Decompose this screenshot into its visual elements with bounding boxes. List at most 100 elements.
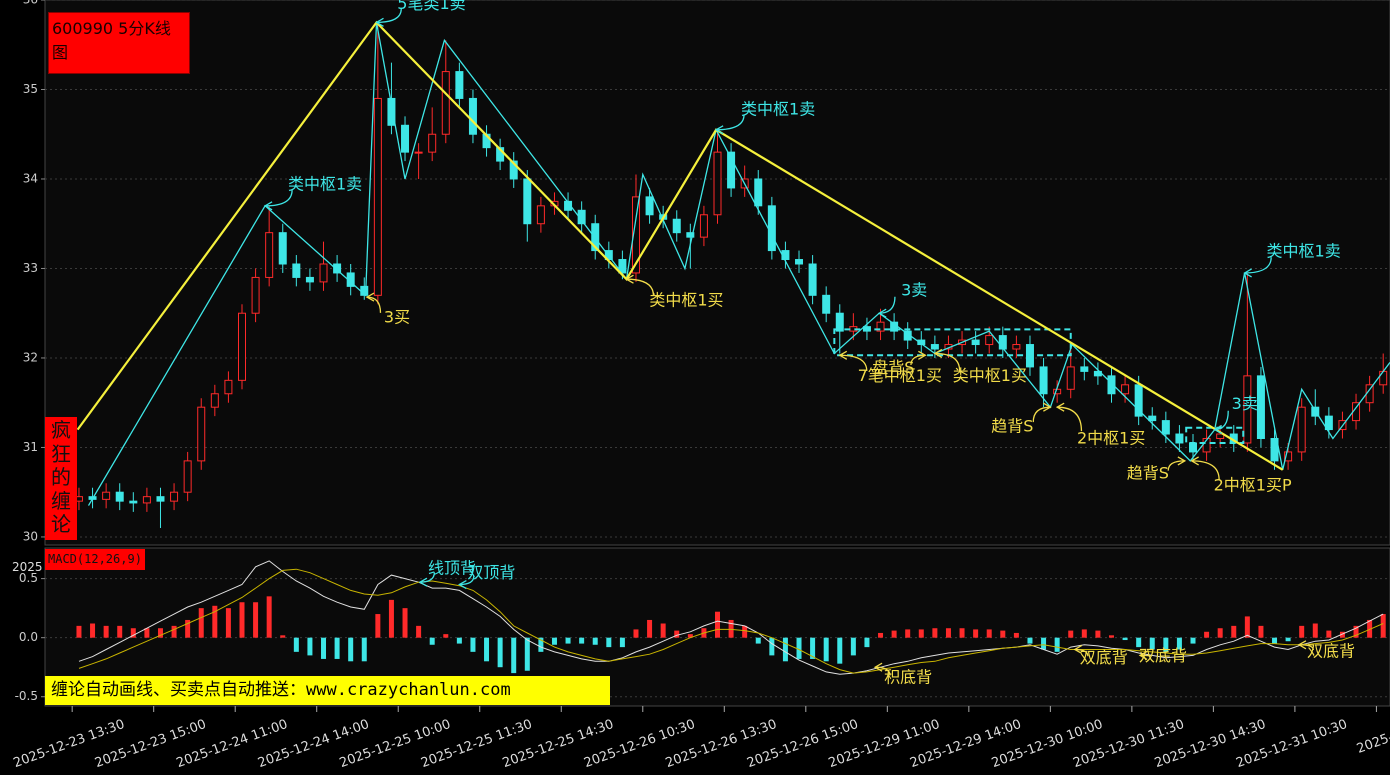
macd-bar [1353,625,1359,638]
arrow-head [1177,456,1187,466]
annotation-label: 类中枢1买 [953,366,1027,385]
macd-bar [1380,614,1386,638]
candle-body [727,151,736,189]
candle-body [102,491,111,500]
candle-body [387,97,396,126]
macd-line [78,568,1384,674]
macd-bar [266,596,272,638]
arrow-head [263,201,273,211]
macd-bar [1285,637,1291,642]
macd-bar [1176,637,1182,650]
candle-body [822,294,831,314]
candle-body [1148,415,1157,422]
candle-body [713,151,722,216]
macd-bar [796,637,802,659]
macd-line [78,560,1384,675]
macd-bar [1258,625,1264,638]
x-tick-label: 2025-12-31 [1355,717,1390,757]
candle-body [237,312,246,381]
candle-body [876,321,885,332]
macd-bar [945,628,951,638]
macd-bar [1312,623,1318,638]
macd-bar [660,623,666,638]
candle-body [292,263,301,278]
macd-bar [1190,637,1196,644]
macd-bar [1054,637,1060,652]
candle-body [1216,433,1225,440]
macd-bar [606,637,612,648]
macd-bar [1326,630,1332,638]
candle-body [1256,375,1265,440]
cut-label: 2025 [12,560,43,574]
macd-bar [1149,637,1155,650]
macd-bar [878,632,884,638]
candle-body [129,500,138,504]
annotation-label: 双顶背 [467,563,515,582]
annotation-arrow [716,114,745,131]
macd-bar [497,637,503,668]
macd-bar [76,625,82,638]
macd-bar [321,637,327,659]
candle-body [142,496,151,504]
candle-body [156,496,165,502]
annotation-label: 类中枢1卖 [741,99,815,118]
arrow-head [1073,644,1083,655]
candle-body [1297,406,1306,453]
candle-body [1175,433,1184,444]
candle-body [428,133,437,153]
banner: 缠论自动画线、买卖点自动推送：www.crazychanlun.com [45,676,610,705]
annotation-arrow [910,354,926,366]
macd-bar [932,628,938,638]
macd-bar [429,637,435,645]
annotation-arrow [1244,257,1272,274]
annotation-arrow [1214,410,1229,431]
macd-bar [864,637,870,648]
annotation-label: 积底背 [884,668,932,687]
annotation-arrow [1074,648,1089,657]
macd-bar [293,637,299,652]
macd-bar [823,637,829,662]
candle-body [197,406,206,462]
y-tick-label: 30 [23,529,38,543]
y-tick-label: 33 [23,261,38,275]
candle-body [170,491,179,502]
macd-bar [959,628,965,638]
candle-body [699,214,708,238]
annotation-arrow [459,576,475,586]
zhongshu-box [1185,426,1245,444]
candle-body [1284,451,1293,462]
macd-bar [755,637,761,644]
annotation-arrow [875,666,891,676]
macd-bar [225,608,231,638]
candle-body [441,71,450,135]
macd-bar [1013,632,1019,638]
macd-bar [647,619,653,638]
macd-bar [891,630,897,638]
macd-bar [348,637,354,662]
annotation-arrow [419,572,436,583]
macd-bar [905,629,911,638]
annotation-arrow [376,8,402,24]
candle-body [509,160,518,180]
arrow-head [873,662,883,672]
macd-bar [715,611,720,638]
macd-bar [850,637,856,656]
arrow-head [918,350,927,360]
macd-bar [1272,637,1278,644]
candle-body [1161,420,1170,435]
macd-bar [674,630,680,638]
arrow-head [1043,402,1052,412]
arrow-head [877,308,887,318]
candle-body [265,232,274,278]
candle-body [971,339,980,346]
macd-bar [361,637,367,662]
candle-body [278,232,287,265]
annotation-arrow [1167,460,1185,471]
candle-body [577,209,586,225]
macd-bar [1095,630,1101,638]
arrow-head [1138,650,1148,660]
y-tick-label: 34 [23,171,38,185]
candle-body [1134,384,1143,417]
candle-body [536,205,545,225]
